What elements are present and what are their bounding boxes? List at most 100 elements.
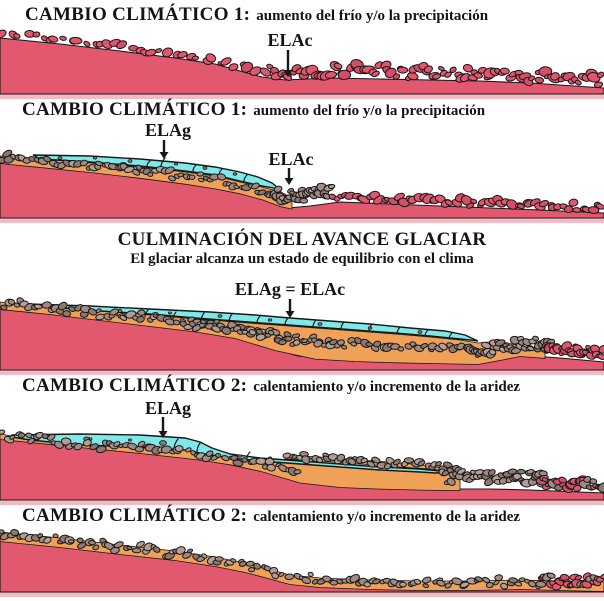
- crevasse-line: [424, 329, 429, 337]
- boulder: [255, 328, 263, 336]
- boulder: [233, 184, 240, 190]
- boulder: [95, 445, 107, 454]
- panel2-scene: ELAg ELAc: [0, 122, 604, 223]
- boulder: [10, 529, 20, 537]
- panel1-title-sub: aumento del frío y/o la precipitación: [256, 8, 489, 24]
- boulder: [264, 457, 275, 466]
- boulder: [132, 168, 141, 176]
- boulder: [574, 574, 583, 581]
- boulder: [251, 182, 260, 190]
- boulder: [168, 175, 176, 182]
- boulder: [293, 469, 302, 475]
- boulder: [0, 304, 8, 311]
- boulder: [588, 206, 600, 215]
- boulder: [526, 469, 535, 475]
- boulder: [278, 339, 287, 346]
- boulder: [266, 463, 276, 472]
- panel4-title: CAMBIO CLIMÁTICO 2: calentamiento y/o inc…: [22, 375, 520, 397]
- boulder: [46, 433, 56, 441]
- ice-debris-dot: [367, 326, 373, 330]
- boulder: [25, 432, 33, 439]
- boulder: [449, 66, 457, 74]
- boulder: [216, 173, 227, 181]
- boulder: [9, 434, 16, 440]
- boulder: [257, 189, 267, 196]
- panel5-title-main: CAMBIO CLIMÁTICO 2:: [22, 505, 248, 526]
- boulder: [62, 310, 71, 318]
- boulder: [238, 560, 247, 567]
- boulder: [494, 574, 504, 582]
- boulder: [248, 566, 256, 573]
- boulder: [109, 308, 120, 316]
- boulder-field: [535, 572, 604, 591]
- boulder: [205, 53, 217, 63]
- boulder: [508, 577, 519, 584]
- ela-label: ELAg: [145, 122, 191, 140]
- crevasse-line: [246, 451, 251, 459]
- boulder: [186, 548, 194, 554]
- bedrock-pale-strip: [0, 218, 604, 223]
- boulder: [284, 335, 293, 342]
- boulder: [284, 573, 295, 581]
- crevasse-line: [196, 442, 201, 453]
- boulder: [136, 540, 145, 548]
- boulder: [420, 342, 428, 349]
- boulder: [196, 171, 205, 177]
- ela-label: ELAg: [145, 398, 191, 418]
- boulder: [52, 533, 59, 539]
- boulder: [417, 460, 426, 467]
- boulder: [534, 76, 545, 84]
- boulder: [538, 199, 550, 208]
- boulder: [13, 33, 21, 39]
- boulder: [205, 450, 214, 457]
- boulder: [373, 195, 385, 205]
- boulder-field: [0, 149, 291, 203]
- crevasse-line: [160, 157, 166, 167]
- boulder: [268, 329, 275, 336]
- boulder: [0, 529, 5, 534]
- boulder: [271, 572, 279, 580]
- ice-debris-dot: [317, 322, 323, 326]
- boulder: [41, 301, 52, 309]
- panel3-title-main: CULMINACIÓN DEL AVANCE GLACIAR: [117, 229, 487, 250]
- boulder: [397, 66, 409, 74]
- boulder: [422, 583, 430, 588]
- boulder: [516, 468, 526, 475]
- boulder: [164, 166, 175, 175]
- boulder: [363, 581, 371, 588]
- boulder: [119, 314, 128, 321]
- boulder: [350, 341, 358, 347]
- boulder: [248, 329, 257, 336]
- boulder: [33, 303, 43, 310]
- boulder: [110, 546, 120, 555]
- boulder: [316, 457, 323, 464]
- boulder: [253, 562, 261, 570]
- boulder: [444, 71, 452, 78]
- crevasse-line: [312, 319, 317, 328]
- boulder: [456, 342, 466, 351]
- boulder-field: [464, 335, 556, 359]
- boulder: [583, 476, 592, 483]
- boulder: [230, 558, 237, 563]
- crevasse-line: [396, 326, 401, 335]
- crevasse-line: [172, 311, 177, 320]
- boulder: [255, 457, 267, 465]
- boulder: [341, 344, 348, 350]
- boulder: [337, 69, 352, 81]
- ice-debris-dot: [127, 159, 133, 163]
- down-arrow-icon: [285, 311, 295, 318]
- boulder: [241, 457, 248, 463]
- ice-debris-dot: [167, 311, 172, 315]
- boulder: [421, 576, 432, 584]
- panel1-title: CAMBIO CLIMÁTICO 1: aumento del frío y/o …: [25, 4, 488, 26]
- boulder: [446, 477, 456, 486]
- boulder: [493, 580, 500, 586]
- boulder: [485, 581, 494, 589]
- boulder: [126, 545, 133, 551]
- boulder: [500, 582, 509, 590]
- boulder: [88, 540, 96, 546]
- boulder: [215, 452, 222, 458]
- ice-debris-dot: [202, 166, 208, 170]
- boulder: [177, 172, 185, 178]
- crevasse-line: [228, 313, 233, 323]
